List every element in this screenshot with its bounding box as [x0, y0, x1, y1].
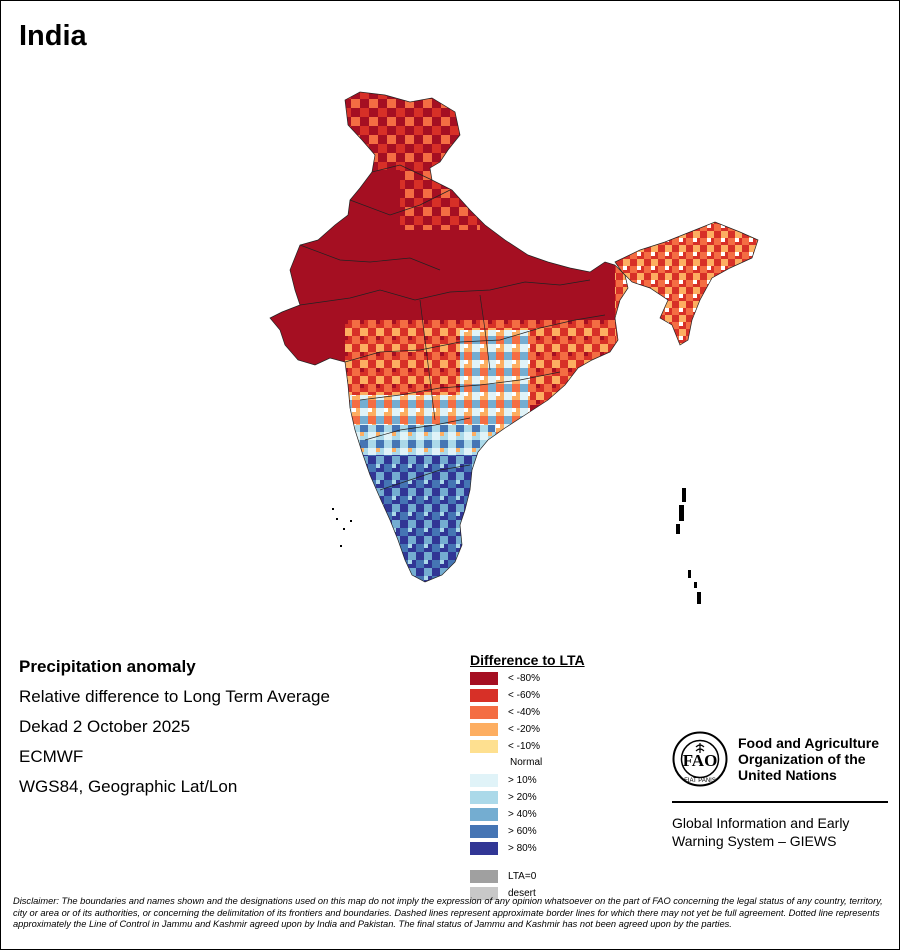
legend-label: > 20%: [508, 791, 537, 803]
map-source: ECMWF: [19, 747, 84, 766]
legend-item: > 10%: [470, 773, 537, 787]
legend-swatch: [470, 671, 498, 685]
fao-name: Food and Agriculture Organization of the…: [738, 735, 880, 783]
precipitation-map: [269, 91, 759, 604]
legend-swatch: [470, 841, 498, 855]
legend-normal-label: Normal: [510, 757, 543, 768]
legend-swatch: [470, 722, 498, 736]
legend-item: > 20%: [470, 790, 537, 804]
legend-label: desert: [508, 887, 536, 899]
legend-item: < -40%: [470, 705, 540, 719]
legend-swatch: [470, 886, 498, 900]
legend-swatch: [470, 705, 498, 719]
legend-label: > 60%: [508, 825, 537, 837]
legend-item: desert: [470, 886, 536, 900]
legend-label: < -80%: [508, 672, 540, 684]
legend-item: < -80%: [470, 671, 540, 685]
legend-label: < -20%: [508, 723, 540, 735]
fao-logo-icon: FAO FIAT PANIS: [672, 731, 728, 787]
legend-label: < -40%: [508, 706, 540, 718]
svg-text:FAO: FAO: [683, 751, 718, 770]
giews-name: Global Information and Early Warning Sys…: [672, 815, 850, 849]
map-variable: Precipitation anomaly: [19, 657, 196, 676]
legend-title: Difference to LTA: [470, 652, 585, 668]
legend-item: LTA=0: [470, 869, 536, 883]
legend-swatch: [470, 824, 498, 838]
map-projection: WGS84, Geographic Lat/Lon: [19, 777, 238, 796]
legend-swatch: [470, 739, 498, 753]
legend-label: < -60%: [508, 689, 540, 701]
legend-item: > 40%: [470, 807, 537, 821]
lakshadweep-islands: [332, 508, 352, 547]
legend-label: > 80%: [508, 842, 537, 854]
map-period: Dekad 2 October 2025: [19, 717, 191, 736]
legend-label: LTA=0: [508, 870, 537, 882]
legend-item: > 80%: [470, 841, 537, 855]
legend-swatch: [470, 869, 498, 883]
legend-label: > 40%: [508, 808, 537, 820]
legend-item: < -60%: [470, 688, 540, 702]
legend-label: > 10%: [508, 774, 537, 786]
legend-item: < -10%: [470, 739, 540, 753]
map-title: India: [19, 20, 87, 52]
legend-item: > 60%: [470, 824, 537, 838]
legend-swatch: [470, 773, 498, 787]
branding-divider: [672, 801, 888, 803]
andaman-islands: [676, 488, 701, 604]
legend-swatch: [470, 790, 498, 804]
state-boundaries: [269, 91, 759, 583]
disclaimer: Disclaimer: The boundaries and names sho…: [13, 896, 883, 929]
anomaly-fill: [270, 92, 758, 582]
legend-swatch: [470, 688, 498, 702]
legend-item: < -20%: [470, 722, 540, 736]
legend: Difference to LTA < -80% < -60% < -40% <…: [470, 652, 670, 900]
legend-label: < -10%: [508, 740, 540, 752]
fao-motto: FIAT PANIS: [684, 778, 716, 784]
map-description: Relative difference to Long Term Average: [19, 687, 330, 706]
legend-swatch: [470, 807, 498, 821]
